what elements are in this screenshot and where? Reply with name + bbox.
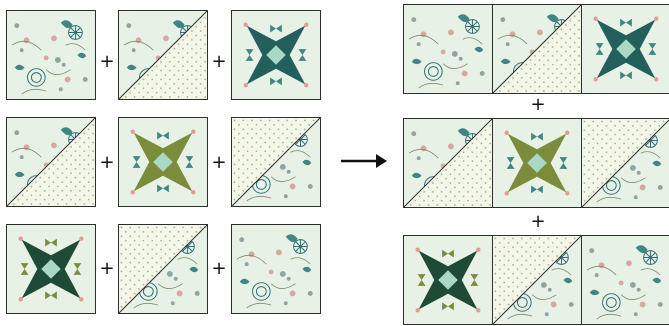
plus-icon: + — [530, 94, 546, 115]
arrow-right-icon — [341, 154, 387, 168]
plus-icon: + — [99, 258, 115, 279]
left-block-floral — [231, 224, 321, 314]
left-block-hst-floral-dots — [6, 117, 96, 207]
left-block-hst-floral-dots — [118, 10, 208, 100]
right-block-star-olive — [492, 118, 582, 208]
left-block-floral — [6, 10, 96, 100]
left-block-star-green — [6, 224, 96, 314]
right-block-hst-floral-dots — [492, 4, 582, 94]
left-block-hst-dots-floral — [118, 224, 208, 314]
left-block-hst-dots-floral — [231, 117, 321, 207]
plus-icon: + — [99, 51, 115, 72]
plus-icon: + — [211, 152, 227, 173]
plus-icon: + — [99, 152, 115, 173]
plus-icon: + — [211, 51, 227, 72]
left-block-star-olive — [118, 117, 208, 207]
right-block-hst-dots-floral — [581, 118, 669, 208]
right-block-hst-floral-dots — [403, 118, 493, 208]
right-block-floral — [581, 235, 669, 325]
right-block-hst-dots-floral — [492, 235, 582, 325]
plus-icon: + — [530, 211, 546, 232]
left-block-star-teal — [231, 10, 321, 100]
right-block-floral — [403, 4, 493, 94]
right-block-star-teal — [581, 4, 669, 94]
right-block-star-green — [403, 235, 493, 325]
plus-icon: + — [211, 258, 227, 279]
